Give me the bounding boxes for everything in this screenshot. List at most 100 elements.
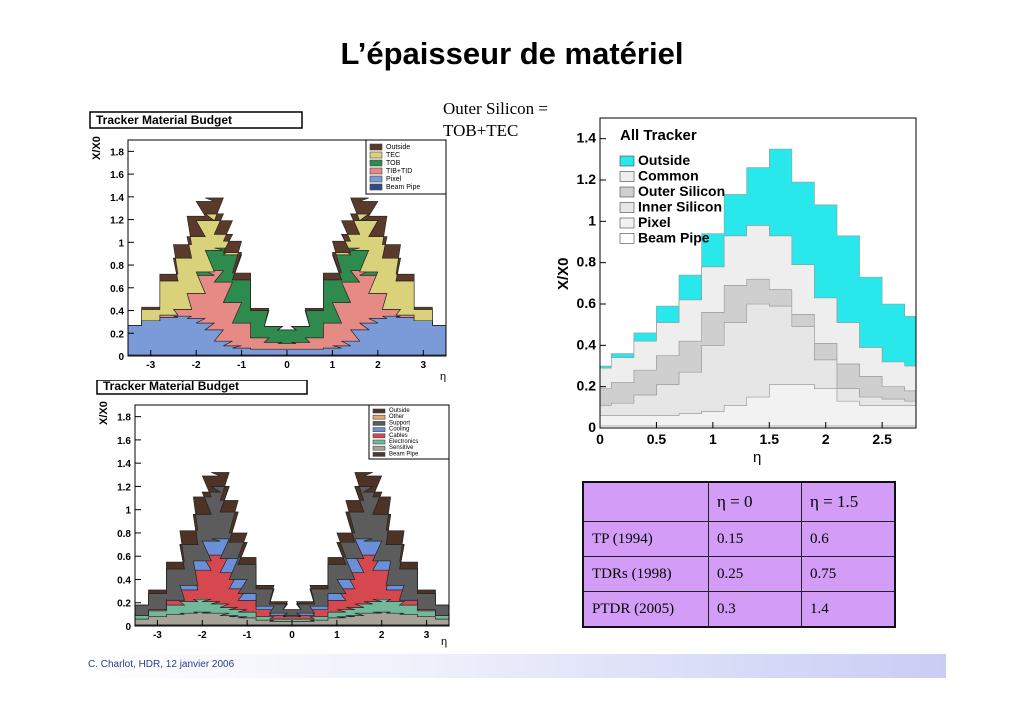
legend-swatch <box>619 155 635 167</box>
y-tick-label: 0.2 <box>110 329 124 340</box>
legend-label: Other <box>389 414 404 420</box>
y-tick-label: 1 <box>125 506 131 517</box>
y-tick-label: 0.4 <box>110 307 124 318</box>
x-tick-label: -2 <box>198 630 207 641</box>
y-tick-label: 1.4 <box>110 193 124 204</box>
y-tick-label: 0.8 <box>577 254 597 270</box>
legend-swatch <box>619 171 635 182</box>
legend-label: Inner Silicon <box>638 199 722 215</box>
y-tick-label: 0 <box>125 622 131 633</box>
y-tick-label: 0.2 <box>117 599 131 610</box>
plot-frame <box>127 139 447 357</box>
x-tick-label: 1 <box>330 360 336 371</box>
table-cell: TDRs (1998) <box>582 556 709 592</box>
y-tick-label: 1.6 <box>110 170 124 181</box>
y-tick-label: 1.8 <box>110 147 124 158</box>
legend-label: Beam Pipe <box>638 230 710 246</box>
y-tick-label: 0.6 <box>110 284 124 295</box>
legend-label: Cables <box>389 433 408 439</box>
tracker-material-budget-category: 0 0.2 0.4 0.6 0.8 1 1.2 1.4 1.6 1.8 -3 -2 -1 0 1 2 3 η X/X… <box>95 379 455 657</box>
legend-label: Beam Pipe <box>386 184 420 191</box>
table-cell: 0.75 <box>801 556 896 592</box>
y-tick-label: 0 <box>118 352 124 363</box>
table-cell: 0.3 <box>708 591 802 628</box>
table-cell: 0.6 <box>801 521 896 557</box>
table-header-cell: η = 0 <box>708 481 802 522</box>
table-cell: 0.15 <box>708 521 802 557</box>
x-tick-label: 1 <box>334 630 340 641</box>
x-tick-label: 2 <box>379 630 385 641</box>
table-cell: PTDR (2005) <box>582 591 709 628</box>
page-title: L’épaisseur de matériel <box>340 36 684 71</box>
chart-all-tracker: 0 0.2 0.4 0.6 0.8 1 1.2 1.4 0 0.5 1 1.5 2 2.5 η X/X0 All… <box>555 117 917 466</box>
legend-swatch <box>369 167 383 175</box>
legend-swatch <box>372 408 386 414</box>
legend-label: Cooling <box>389 427 409 433</box>
x-tick-label: -1 <box>237 360 246 371</box>
chart-title: Tracker Material Budget <box>96 113 232 127</box>
legend-swatch <box>372 414 386 420</box>
y-tick-label: 0.6 <box>577 295 597 311</box>
legend-swatch <box>372 427 386 432</box>
legend-swatch <box>369 183 383 191</box>
tracker-material-budget-subdetector: 0 0.2 0.4 0.6 0.8 1 1.2 1.4 1.6 1.8 -3 -2 -1 0 1 2 3 η X/X… <box>88 110 453 387</box>
legend-swatch <box>372 433 386 439</box>
chart-category: 0 0.2 0.4 0.6 0.8 1 1.2 1.4 1.6 1.8 -3 -2 -1 0 1 2 3η X/X… <box>96 379 450 648</box>
x-tick-label: 1 <box>709 431 717 447</box>
chart-title-box <box>96 379 308 395</box>
y-tick-label: 0 <box>588 419 596 435</box>
legend-swatch <box>369 175 383 183</box>
legend-label: Outer Silicon <box>638 183 725 199</box>
y-tick-label: 0.8 <box>117 529 131 540</box>
legend-swatch <box>369 151 383 159</box>
legend-label: Outside <box>638 152 690 168</box>
y-axis-label: X/X0 <box>98 401 110 425</box>
legend-label: Support <box>389 420 410 426</box>
series-area-outside <box>135 472 449 611</box>
y-tick-label: 1.2 <box>577 171 597 187</box>
y-tick-label: 1.8 <box>117 413 131 424</box>
x-tick-label: -3 <box>146 360 155 371</box>
legend-label: TEC <box>386 152 400 159</box>
x-tick-label: 3 <box>421 360 427 371</box>
table-row: TDRs (1998) 0.25 0.75 <box>582 556 896 592</box>
legend-label: Electronics <box>389 439 418 445</box>
y-tick-label: 1.2 <box>117 482 131 493</box>
x-tick-label: -1 <box>243 630 252 641</box>
legend-label: Sensitive <box>389 445 414 451</box>
legend-label: Outside <box>389 408 410 414</box>
material-budget-table: η = 0 η = 1.5 TP (1994) 0.15 0.6 TDRs (1… <box>582 481 896 628</box>
y-tick-label: 1.4 <box>117 459 131 470</box>
y-tick-label: 1 <box>118 238 124 249</box>
legend-label: Pixel <box>638 214 671 230</box>
footer-text: C. Charlot, HDR, 12 janvier 2006 <box>88 659 235 670</box>
note-line-1: Outer Silicon = <box>443 99 548 118</box>
x-axis-label: η <box>753 449 761 466</box>
chart-title-box <box>89 111 303 129</box>
table-cell: 1.4 <box>801 591 896 628</box>
y-tick-label: 0.4 <box>117 575 131 586</box>
legend-label: TIB+TID <box>386 168 412 175</box>
footer-bar: C. Charlot, HDR, 12 janvier 2006 <box>80 654 946 678</box>
table-row: TP (1994) 0.15 0.6 <box>582 521 896 557</box>
legend-swatch <box>619 217 635 229</box>
table-header-cell <box>582 481 709 522</box>
y-tick-label: 0.8 <box>110 261 124 272</box>
legend-swatch <box>619 233 635 244</box>
x-tick-label: 2.5 <box>872 431 892 447</box>
y-tick-label: 0.4 <box>577 336 597 352</box>
legend-label: Outside <box>386 144 410 151</box>
table-row: PTDR (2005) 0.3 1.4 <box>582 591 896 628</box>
y-tick-label: 1.6 <box>117 436 131 447</box>
table-cell: 0.25 <box>708 556 802 592</box>
note-line-2: TOB+TEC <box>443 121 519 140</box>
y-axis-label: X/X0 <box>555 257 572 290</box>
x-tick-label: 0.5 <box>647 431 667 447</box>
x-axis-label: η <box>440 371 446 382</box>
y-tick-label: 0.6 <box>117 552 131 563</box>
x-tick-label: 3 <box>424 630 430 641</box>
chart-title: Tracker Material Budget <box>103 380 239 393</box>
chart-title: All Tracker <box>620 127 697 144</box>
legend-swatch <box>369 159 383 167</box>
y-tick-label: 1.4 <box>577 130 597 146</box>
